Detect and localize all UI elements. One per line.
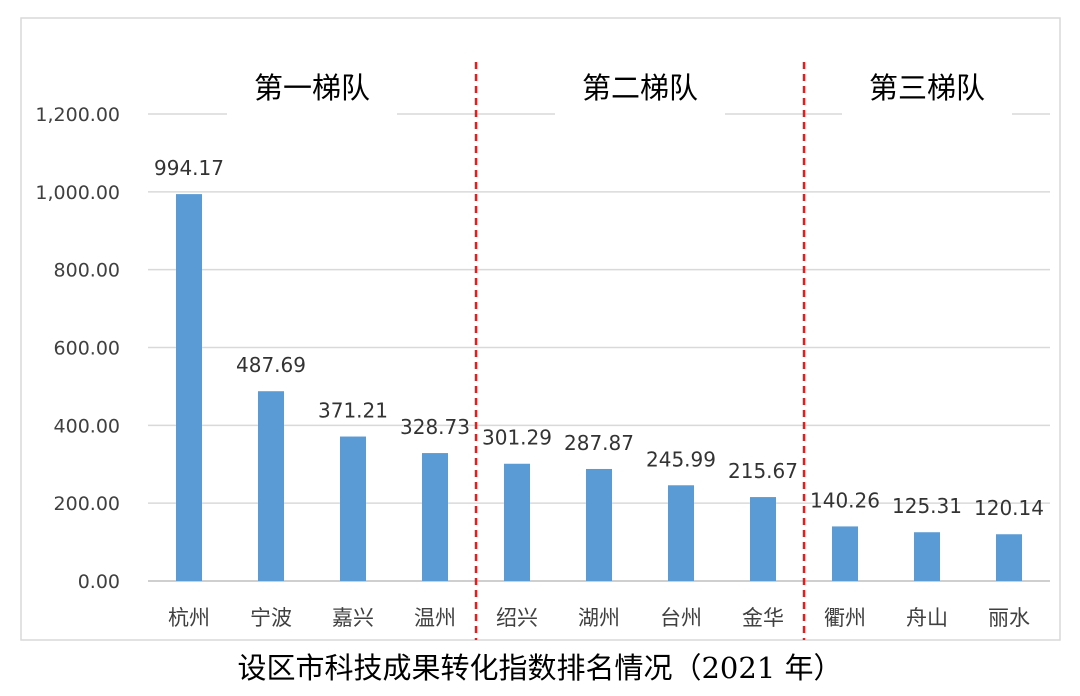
bar-绍兴 <box>504 463 530 581</box>
y-tick-label: 400.00 <box>54 415 120 437</box>
data-labels: 994.17 487.69 371.21 328.73 301.29 287.87 245.… <box>154 156 1044 520</box>
chart-caption: 设区市科技成果转化指数排名情况（2021 年） <box>237 651 842 685</box>
data-label: 328.73 <box>400 415 470 439</box>
y-axis-ticks: 0.00 200.00 400.00 600.00 800.00 1,000.00 1,20… <box>35 104 120 593</box>
x-tick-label: 舟山 <box>906 606 948 630</box>
data-label: 371.21 <box>318 399 388 423</box>
bar-嘉兴 <box>340 436 366 581</box>
y-tick-label: 800.00 <box>54 260 120 282</box>
x-tick-label: 丽水 <box>988 606 1030 630</box>
x-tick-label: 宁波 <box>250 606 292 630</box>
data-label: 125.31 <box>892 494 962 518</box>
x-tick-label: 杭州 <box>168 606 210 630</box>
x-tick-label: 衢州 <box>824 606 866 630</box>
x-tick-label: 温州 <box>414 606 456 630</box>
bar-湖州 <box>586 468 612 581</box>
y-tick-label: 600.00 <box>54 338 120 360</box>
data-label: 994.17 <box>154 156 224 180</box>
data-label: 140.26 <box>810 488 880 512</box>
x-tick-label: 绍兴 <box>496 606 538 630</box>
y-tick-label: 1,000.00 <box>35 182 120 204</box>
group-label-backdrop <box>842 100 1012 128</box>
data-label: 245.99 <box>646 447 716 471</box>
bar-舟山 <box>914 532 940 581</box>
x-tick-label: 湖州 <box>578 606 620 630</box>
y-tick-label: 1,200.00 <box>35 104 120 126</box>
y-tick-label: 200.00 <box>54 493 120 515</box>
bar-台州 <box>668 485 694 581</box>
tier-label: 第二梯队 <box>582 71 698 105</box>
x-axis-labels: 杭州 宁波 嘉兴 温州 绍兴 湖州 台州 金华 衢州 舟山 丽水 <box>168 606 1030 630</box>
data-label: 487.69 <box>236 353 306 377</box>
bar-衢州 <box>832 526 858 581</box>
x-tick-label: 嘉兴 <box>332 606 374 630</box>
data-label: 215.67 <box>728 459 798 483</box>
tier-groups: 第一梯队 第二梯队 第三梯队 <box>227 62 1012 640</box>
bars <box>176 194 1022 581</box>
data-label: 120.14 <box>974 496 1044 520</box>
bar-宁波 <box>258 391 284 581</box>
data-label: 301.29 <box>482 426 552 450</box>
group-label-backdrop <box>555 100 725 128</box>
tier-label: 第三梯队 <box>869 71 985 105</box>
x-tick-label: 台州 <box>660 606 702 630</box>
bar-金华 <box>750 497 776 581</box>
bar-丽水 <box>996 534 1022 581</box>
bar-温州 <box>422 453 448 581</box>
data-label: 287.87 <box>564 431 634 455</box>
group-label-backdrop <box>227 100 397 128</box>
x-tick-label: 金华 <box>742 606 784 630</box>
bar-杭州 <box>176 194 202 581</box>
y-tick-label: 0.00 <box>78 571 120 593</box>
tier-label: 第一梯队 <box>254 71 370 105</box>
